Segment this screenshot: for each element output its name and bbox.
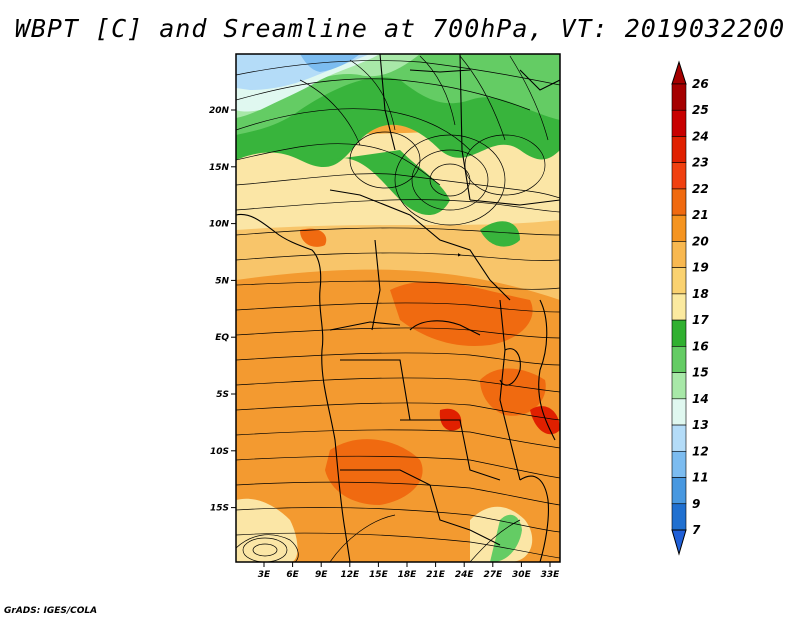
lon-label: 21E: [426, 570, 446, 580]
grads-credit: GrADS: IGES/COLA: [4, 606, 97, 616]
colorbar-swatch: [671, 214, 687, 242]
lat-label: 5N: [215, 276, 229, 286]
colorbar-swatch: [671, 83, 687, 111]
colorbar-swatch: [671, 267, 687, 295]
lon-label: 30E: [512, 570, 532, 580]
lon-label: 9E: [315, 570, 328, 580]
colorbar-label: 22: [692, 182, 709, 196]
colorbar-label: 20: [692, 234, 709, 248]
streamlines: [236, 55, 560, 562]
colorbar-label: 15: [692, 366, 709, 380]
colorbar-swatch: [671, 424, 687, 452]
colorbar-label: 25: [692, 103, 709, 117]
colorbar-swatch: [671, 109, 687, 137]
lat-label: 15N: [209, 163, 230, 173]
colorbar-label: 17: [692, 313, 709, 327]
colorbar-top-arrow: [671, 60, 687, 85]
colorbar-swatch: [671, 477, 687, 505]
colorbar-label: 12: [692, 444, 709, 458]
colorbar-swatch: [671, 319, 687, 347]
lon-label: 33E: [541, 570, 561, 580]
colorbar-swatch: [671, 398, 687, 426]
colorbar-label: 7: [692, 523, 701, 537]
colorbar-label: 23: [692, 156, 709, 170]
colorbar-label: 14: [692, 392, 709, 406]
colorbar-label: 13: [692, 418, 709, 432]
colorbar-swatch: [671, 241, 687, 268]
colorbar-swatch: [671, 162, 687, 190]
lon-label: 12E: [340, 570, 360, 580]
map-title: WBPT [C] and Sreamline at 700hPa, VT: 20…: [14, 14, 786, 43]
colorbar-label: 18: [692, 287, 709, 301]
colorbar-label: 9: [692, 497, 700, 511]
colorbar-label: 26: [692, 77, 709, 91]
colorbar-label: 11: [692, 471, 709, 485]
lat-label: EQ: [215, 333, 229, 343]
lon-label: 3E: [258, 570, 271, 580]
colorbar-swatch: [671, 188, 687, 216]
wbpt-field: [236, 54, 560, 562]
colorbar-swatch: [671, 346, 687, 373]
colorbar-swatch: [671, 503, 687, 531]
lat-label: 5S: [216, 390, 229, 400]
colorbar-swatch: [671, 136, 687, 164]
longitude-axis: 3E 6E 9E 12E 15E 18E 21E 24E 27E 30E 33E: [258, 562, 560, 580]
colorbar: 26 25 24 23 22 21 20 19 18 17 16 15 14 13 12 11 9 7: [671, 60, 709, 556]
lon-label: 6E: [286, 570, 299, 580]
lon-label: 15E: [369, 570, 389, 580]
lat-label: 15S: [210, 504, 229, 514]
country-borders: [236, 54, 560, 562]
colorbar-bottom-arrow: [671, 529, 687, 556]
lat-label: 10N: [209, 220, 230, 230]
lon-label: 18E: [398, 570, 418, 580]
map-frame: [235, 53, 561, 563]
latitude-axis: 20N 15N 10N 5N EQ 5S 10S 15S: [209, 106, 236, 514]
colorbar-label: 21: [692, 208, 709, 222]
colorbar-label: 19: [692, 261, 709, 275]
colorbar-swatch: [671, 450, 687, 478]
lat-label: 20N: [209, 106, 230, 116]
lon-label: 27E: [483, 570, 503, 580]
colorbar-swatch: [671, 372, 687, 400]
colorbar-swatch: [671, 293, 687, 321]
colorbar-label: 16: [692, 339, 709, 353]
lat-label: 10S: [210, 447, 229, 457]
lon-label: 24E: [455, 570, 475, 580]
colorbar-label: 24: [692, 129, 709, 143]
